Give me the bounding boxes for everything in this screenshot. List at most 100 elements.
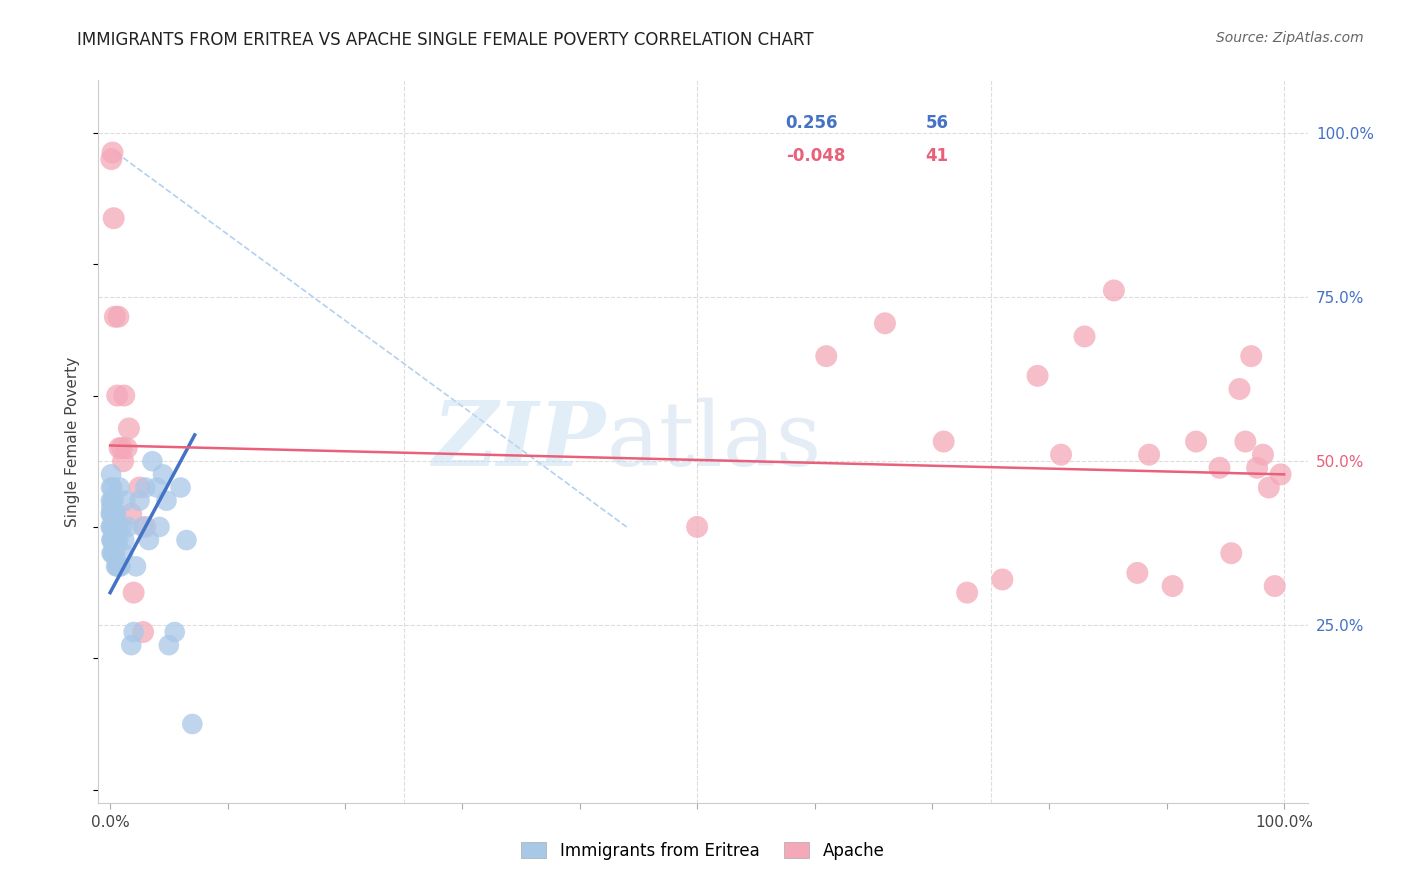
Point bbox=[1208, 460, 1230, 475]
Point bbox=[101, 533, 124, 547]
Point bbox=[101, 533, 124, 547]
Point bbox=[111, 520, 134, 534]
Point bbox=[101, 546, 124, 560]
Point bbox=[117, 520, 139, 534]
Point bbox=[114, 493, 136, 508]
Point bbox=[100, 507, 122, 521]
Point bbox=[138, 533, 160, 547]
Point bbox=[157, 638, 180, 652]
Point bbox=[1102, 284, 1125, 298]
Point bbox=[103, 546, 125, 560]
Point bbox=[105, 559, 128, 574]
Point bbox=[112, 454, 135, 468]
Point bbox=[1050, 448, 1073, 462]
Point bbox=[148, 520, 170, 534]
Point bbox=[181, 717, 204, 731]
Text: 56: 56 bbox=[925, 114, 949, 132]
Point bbox=[105, 388, 128, 402]
Point bbox=[105, 559, 128, 574]
Point bbox=[101, 145, 124, 160]
Point bbox=[146, 481, 169, 495]
Point bbox=[169, 481, 191, 495]
Point bbox=[122, 625, 145, 640]
Point bbox=[120, 638, 142, 652]
Point bbox=[120, 507, 142, 521]
Text: -0.048: -0.048 bbox=[786, 146, 845, 165]
Point bbox=[100, 481, 122, 495]
Point bbox=[104, 546, 127, 560]
Point bbox=[1229, 382, 1251, 396]
Point bbox=[104, 507, 127, 521]
Text: atlas: atlas bbox=[606, 398, 821, 485]
Point bbox=[100, 546, 122, 560]
Point bbox=[176, 533, 198, 547]
Point bbox=[103, 520, 125, 534]
Y-axis label: Single Female Poverty: Single Female Poverty bbox=[65, 357, 80, 526]
Point bbox=[1251, 448, 1274, 462]
Point bbox=[100, 152, 122, 166]
Point bbox=[104, 310, 127, 324]
Point bbox=[100, 533, 122, 547]
Point bbox=[1126, 566, 1149, 580]
Point bbox=[122, 585, 145, 599]
Point bbox=[115, 441, 138, 455]
Point bbox=[104, 533, 127, 547]
Point bbox=[686, 520, 709, 534]
Point bbox=[152, 467, 174, 482]
Legend: Immigrants from Eritrea, Apache: Immigrants from Eritrea, Apache bbox=[515, 836, 891, 867]
Point bbox=[105, 507, 128, 521]
Point bbox=[815, 349, 838, 363]
Point bbox=[932, 434, 955, 449]
Point bbox=[105, 533, 128, 547]
Point bbox=[108, 481, 131, 495]
Point bbox=[112, 533, 135, 547]
Text: 0.256: 0.256 bbox=[786, 114, 838, 132]
Point bbox=[128, 493, 150, 508]
Point bbox=[100, 493, 122, 508]
Point bbox=[1257, 481, 1279, 495]
Point bbox=[1073, 329, 1095, 343]
Text: ZIP: ZIP bbox=[433, 399, 606, 484]
Point bbox=[134, 520, 156, 534]
Point bbox=[125, 559, 148, 574]
Point bbox=[107, 310, 129, 324]
Point bbox=[100, 500, 122, 515]
Point bbox=[110, 559, 132, 574]
Point bbox=[163, 625, 186, 640]
Point bbox=[101, 493, 124, 508]
Point bbox=[128, 481, 150, 495]
Text: Source: ZipAtlas.com: Source: ZipAtlas.com bbox=[1216, 31, 1364, 45]
Point bbox=[1264, 579, 1286, 593]
Point bbox=[1137, 448, 1160, 462]
Point bbox=[141, 454, 163, 468]
Point bbox=[155, 493, 177, 508]
Point bbox=[1240, 349, 1263, 363]
Point bbox=[103, 493, 125, 508]
Point bbox=[112, 388, 135, 402]
Text: 41: 41 bbox=[925, 146, 949, 165]
Point bbox=[103, 533, 125, 547]
Point bbox=[101, 481, 124, 495]
Point bbox=[1220, 546, 1243, 560]
Point bbox=[108, 559, 131, 574]
Point bbox=[103, 211, 125, 226]
Point bbox=[100, 467, 122, 482]
Point bbox=[105, 520, 128, 534]
Point bbox=[956, 585, 979, 599]
Point bbox=[100, 507, 122, 521]
Point bbox=[101, 520, 124, 534]
Point bbox=[1161, 579, 1184, 593]
Point bbox=[134, 481, 156, 495]
Point bbox=[112, 546, 135, 560]
Point bbox=[1270, 467, 1292, 482]
Point bbox=[873, 316, 896, 330]
Point bbox=[1185, 434, 1208, 449]
Point bbox=[100, 520, 122, 534]
Point bbox=[1026, 368, 1049, 383]
Text: IMMIGRANTS FROM ERITREA VS APACHE SINGLE FEMALE POVERTY CORRELATION CHART: IMMIGRANTS FROM ERITREA VS APACHE SINGLE… bbox=[77, 31, 814, 49]
Point bbox=[107, 533, 129, 547]
Point bbox=[111, 441, 134, 455]
Point bbox=[132, 625, 155, 640]
Point bbox=[1246, 460, 1268, 475]
Point bbox=[991, 573, 1014, 587]
